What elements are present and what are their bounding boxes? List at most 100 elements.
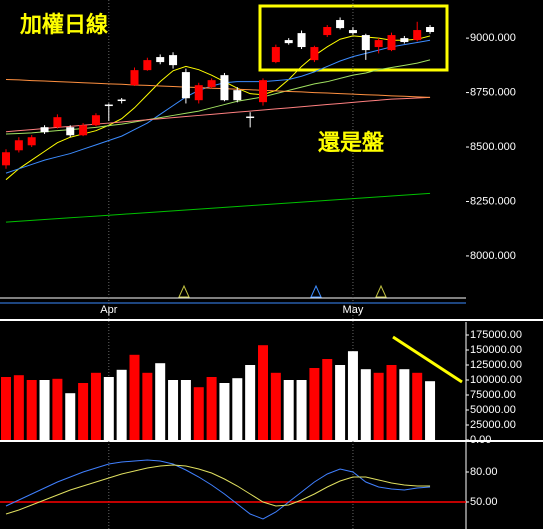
candle-body	[413, 30, 422, 41]
volume-bar	[142, 372, 153, 440]
volume-bar	[116, 369, 127, 440]
indicator-line	[5, 459, 431, 520]
y-tick-label: 50.00	[470, 496, 498, 508]
candle-body	[194, 85, 203, 101]
volume-bar	[412, 372, 423, 440]
volume-bar	[270, 372, 281, 440]
marker	[310, 284, 322, 298]
y-tick-label: 8000.000	[470, 250, 516, 262]
candle-body	[297, 33, 306, 48]
volume-bar	[360, 369, 371, 440]
volume-bar	[232, 378, 243, 440]
moving-average	[5, 39, 431, 174]
volume-bar	[78, 383, 89, 440]
volume-bar	[373, 372, 384, 440]
candle-body	[233, 90, 242, 101]
volume-bar	[206, 377, 217, 440]
candle-body	[361, 35, 370, 51]
volume-bar	[52, 378, 63, 440]
y-tick-label: 9000.000	[470, 32, 516, 44]
candle-body	[66, 127, 75, 136]
y-tick-label: 50000.00	[470, 404, 516, 416]
candle-body	[400, 38, 409, 43]
y-tick-label: 150000.00	[470, 344, 522, 356]
candle-body	[91, 115, 100, 126]
volume-bar	[103, 377, 114, 440]
x-tick-label: Apr	[100, 304, 117, 316]
candle-body	[79, 125, 88, 136]
x-tick-label: May	[343, 304, 364, 316]
volume-bar	[219, 383, 230, 440]
volume-bar	[39, 380, 50, 440]
candle-body	[207, 80, 216, 88]
candle-body	[2, 152, 10, 166]
y-tick-label: 25000.00	[470, 419, 516, 431]
candle-body	[143, 60, 152, 71]
highlight-box	[258, 4, 449, 72]
candle-body	[387, 35, 396, 51]
candle-body	[27, 137, 36, 146]
candle-body	[104, 104, 113, 107]
candle-body	[271, 47, 280, 63]
candle-body	[323, 27, 332, 36]
chart-title: 加權日線	[19, 12, 108, 38]
volume-bar	[296, 380, 307, 440]
candle-body	[374, 40, 383, 48]
candle-body	[181, 72, 190, 99]
volume-bar	[26, 380, 37, 440]
candle-body	[310, 47, 319, 61]
volume-bar	[258, 345, 268, 440]
candle-body	[130, 70, 139, 86]
y-tick-label: 8500.000	[470, 141, 516, 153]
volume-bar	[425, 381, 436, 440]
volume-bar	[347, 351, 358, 440]
volume-bar	[283, 380, 294, 440]
marker	[375, 284, 387, 298]
candle-body	[14, 140, 23, 151]
candle-body	[156, 57, 165, 63]
indicator-line	[5, 464, 431, 515]
y-tick-label: 8750.000	[470, 86, 516, 98]
candle-body	[426, 27, 435, 33]
volume-bar	[168, 380, 179, 440]
volume-bar	[13, 375, 24, 440]
moving-average	[5, 96, 431, 133]
moving-average	[5, 59, 431, 135]
volume-bar	[335, 365, 346, 440]
y-tick-label: 175000.00	[470, 329, 522, 341]
candle-body	[117, 99, 126, 102]
moving-average	[5, 79, 431, 98]
candle-body	[169, 55, 178, 66]
y-tick-label: 8250.000	[470, 195, 516, 207]
volume-bar	[399, 369, 410, 440]
volume-bar	[245, 365, 256, 440]
candle-body	[348, 30, 357, 34]
volume-bar	[386, 365, 397, 440]
candle-body	[284, 40, 293, 44]
candle-body	[246, 116, 255, 119]
marker	[178, 284, 190, 298]
volume-bar	[129, 354, 140, 440]
candle-body	[220, 75, 229, 101]
y-tick-label: 125000.00	[470, 359, 522, 371]
annotation: 還是盤	[318, 130, 385, 156]
candle-body	[259, 80, 267, 103]
y-tick-label: 100000.00	[470, 374, 522, 386]
volume-bar	[322, 359, 333, 440]
moving-average	[5, 192, 431, 223]
trend-arrow	[392, 335, 463, 384]
volume-bar	[90, 372, 101, 440]
y-tick-label: 80.00	[470, 466, 498, 478]
moving-average	[5, 35, 431, 181]
volume-bar	[309, 368, 320, 440]
volume-bar	[155, 363, 166, 440]
candle-body	[336, 20, 345, 29]
candle-body	[40, 127, 49, 133]
candle-body	[53, 117, 62, 128]
y-tick-label: 75000.00	[470, 389, 516, 401]
volume-bar	[180, 380, 191, 440]
volume-bar	[1, 377, 11, 440]
y-tick-label: 0.00	[470, 434, 491, 446]
